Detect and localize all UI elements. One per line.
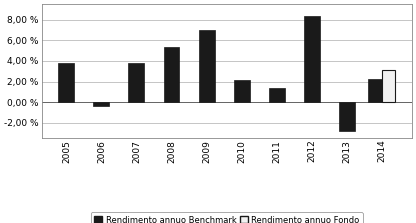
Bar	[339, 102, 355, 131]
Bar	[369, 79, 382, 102]
Bar	[304, 16, 319, 102]
Bar	[163, 47, 179, 102]
Bar	[233, 81, 250, 102]
Bar	[382, 70, 395, 102]
Bar	[198, 30, 215, 102]
Bar	[94, 102, 109, 106]
Bar	[58, 64, 74, 102]
Bar	[129, 64, 144, 102]
Legend: Rendimento annuo Benchmark, Rendimento annuo Fondo: Rendimento annuo Benchmark, Rendimento a…	[91, 212, 363, 223]
Bar	[269, 88, 285, 102]
